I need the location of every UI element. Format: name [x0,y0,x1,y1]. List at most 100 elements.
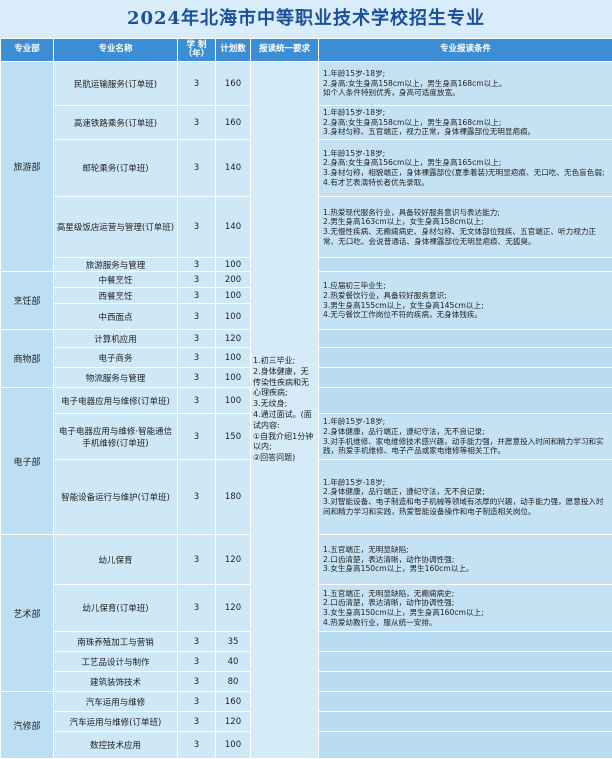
text-line: 2.身高:女生身高158cm以上，男生身高168cm以上; [323,117,502,127]
table-row: 电子部 电子电器应用与维修(订单班) 3 100 [0,387,612,535]
text-line: 2.身体健康，无传染性疾病和无心理疾病; [253,366,309,398]
conditions: 1.年龄15岁-18岁; 2.身体健康，品行端正，遵纪守法，无不良记录; 3.对智能… [318,459,612,535]
conditions: 1.年龄15岁-18岁; 2.身体健康，品行端正，遵纪守法，无不良记录; 3.对手机… [318,413,612,460]
text-line: 1.应届初三毕业生; [323,281,386,291]
program-name: 中餐烹饪 [53,271,178,288]
text-line: 2.身高:女生身高158cm以上，男生身高168cm以上。 [323,78,507,88]
text-line: 3.身材匀称，相貌端正，身体裸露部位(夏季着装)无明显疤痕、无口吃、无色盲色弱; [323,168,605,177]
text-line: 1.年龄15岁-18岁; [323,477,386,487]
unified-requirement: 1.初三毕业; 2.身体健康，无传染性疾病和无心理疾病; 3.无纹身; 4.通过面试。… [250,61,319,759]
table-row: 数控技术应用 3 100 [1,731,612,759]
years: 3 [177,257,216,272]
text-line: 3.女生身高150cm以上，男生160cm以上。 [323,564,474,574]
plan-count: 80 [215,671,251,692]
program-name: 物流服务与管理 [53,367,178,388]
conditions-empty [318,651,612,672]
years: 3 [177,287,216,304]
text-line: 4.有才艺表演特长者优先录取。 [323,177,429,187]
table-row: 高速铁路乘务(订单班) 3 160 1.年龄15岁-18岁; 2.身高:女生身高158c… [1,105,612,140]
program-name: 幼儿保育 [53,534,178,585]
text-line: 如个人条件特别优秀，身高可适度放宽。 [323,88,460,98]
years: 3 [177,631,216,652]
column-header: 专业名称 [53,38,178,62]
years: 3 [177,711,216,732]
program-name: 旅游服务与管理 [53,257,178,272]
years: 3 [177,139,216,197]
conditions: 1.热爱现代服务行业，具备较好服务意识与表达能力; 2.男生身高163cm以上，女… [318,196,612,258]
conditions-empty [318,691,612,712]
plan-count: 35 [215,631,251,652]
text-line: 3.女生身高150cm以上，男生身高160cm以上; [323,608,484,617]
conditions-empty [318,367,612,388]
text-line: 1.初三毕业; [253,356,296,366]
plan-count: 200 [215,271,251,288]
program-name: 汽车运用与维修 [53,691,178,712]
conditions-empty [318,257,612,272]
text-line: 4.无与餐饮工作岗位不符的疾病，无身体残疾。 [323,310,483,320]
table-row: 邮轮乘务(订单班) 3 140 1.年龄15岁-18岁; 2.身高:女生身高156cm以… [1,139,612,197]
text-line: 3.对智能设备、电子制造和电子机械等领域有浓厚的兴趣，动手能力强，愿意投入时间和… [323,497,604,516]
department: 商物部 [0,329,54,388]
text-line: 1.年龄15岁-18岁; [323,417,386,427]
plan-count: 140 [215,139,251,197]
program-name: 工艺品设计与制作 [53,651,178,672]
plan-count: 160 [215,105,251,140]
plan-count: 120 [215,584,251,632]
conditions: 1.年龄15岁-18岁; 2.身高:女生身高156cm以上，男生身高165cm以上… [318,139,612,197]
plan-count: 150 [215,413,251,460]
years: 3 [177,731,216,759]
column-header: 报读统一要求 [250,38,319,62]
plan-count: 40 [215,651,251,672]
conditions: 1.五官端正，无明显缺陷，无癫痫病史; 2.口齿清楚，表达清晰，动作协调性强; 3.… [318,584,612,632]
program-name: 电子电器应用与维修·智能通信手机维修(订单班) [53,413,178,460]
table-row: 西餐烹饪 3 100 [1,287,612,304]
years: 3 [177,584,216,632]
admission-table: 专业部 专业名称学 制（年） 计划数 报读统一要求 专业报读条件 旅游部 民航运输服务(订… [0,38,612,759]
conditions-empty [318,711,612,732]
text-line: 1.五官端正，无明显缺陷，无癫痫病史; [323,588,455,598]
program-name: 幼儿保育(订单班) [53,584,178,632]
title: 2024年北海市中等职业技术学校招生专业 [126,8,486,29]
text-line: 1.年龄15岁-18岁; [323,148,386,158]
department: 旅游部 [0,61,54,272]
text-line: ①自我介绍1分钟以内; [253,431,314,452]
conditions: 1.年龄15岁-18岁; 2.身高:女生身高158cm以上，男生身高168cm以上… [318,105,612,140]
plan-count: 100 [215,257,251,272]
years: 3 [177,671,216,692]
program-name: 邮轮乘务(订单班) [53,139,178,197]
plan-count: 160 [215,691,251,712]
table-row: 中西面点 3 100 [1,303,612,330]
text-line: 4.通过面试。(面试内容: [253,410,312,430]
table-row: 智能设备运行与维护(订单班) 3 180 1.年龄15岁-18岁; 2.身体健康，品行端… [1,459,612,535]
department: 烹饪部 [0,271,54,330]
years: 3 [177,271,216,288]
plan-count: 100 [215,367,251,388]
department: 汽修部 [0,691,54,759]
plan-count: 100 [215,303,251,330]
department: 艺术部 [0,534,54,692]
plan-count: 120 [215,329,251,348]
plan-count: 120 [215,534,251,585]
table-row: 电子电器应用与维修·智能通信手机维修(订单班) 3 150 1.年龄15岁-18岁; 2… [1,413,612,460]
table-row: 旅游部 民航运输服务(订单班) 3 160 1.初三毕业; 2.身体健康，无传染性疾病和无… [0,61,612,759]
text-line: 1.五官端正，无明显缺陷; [323,544,409,554]
years: 3 [177,105,216,140]
years: 3 [177,367,216,388]
program-name: 中西面点 [53,303,178,330]
text-line: 4.热爱幼教行业，服从统一安排。 [323,617,437,627]
program-name: 数控技术应用 [53,731,178,759]
text-line: 2.口齿清楚，表达清晰，动作协调性强; [323,598,455,608]
table-row: 艺术部 幼儿保育 3 120 1.五官端正，无明显缺陷; 2.口齿清楚，表达清晰，动作协调… [0,534,612,692]
column-header: 专业部 [0,38,54,62]
text-line: 2.身体健康，品行端正，遵纪守法，无不良记录; [323,487,485,497]
years: 3 [177,61,216,106]
plan-count: 100 [215,347,251,368]
column-header: 计划数 [215,38,251,62]
table-row: 高星级饭店运营与管理(订单班) 3 140 1.热爱现代服务行业，具备较好服务意识与表… [1,196,612,258]
conditions: 1.年龄15岁-18岁; 2.身高:女生身高158cm以上，男生身高168cm以上… [318,61,612,106]
years: 3 [177,691,216,712]
program-name: 计算机应用 [53,329,178,348]
conditions-empty [318,631,612,652]
department: 电子部 [0,387,54,535]
